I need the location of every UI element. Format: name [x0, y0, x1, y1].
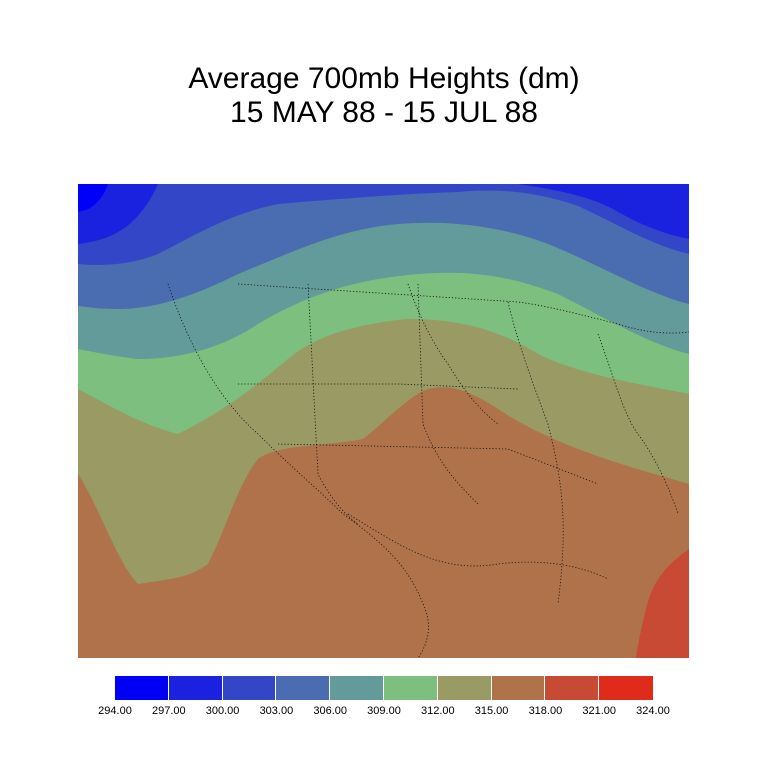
legend-swatch-6 [437, 676, 492, 700]
band-297-300 [518, 184, 689, 239]
legend-tick-9: 321.00 [582, 705, 617, 717]
legend-swatch-1 [168, 676, 223, 700]
legend-tick-7: 315.00 [474, 705, 509, 717]
map-date-range: 15 MAY 88 - 15 JUL 88 [230, 96, 538, 129]
legend-tick-0: 294.00 [98, 705, 132, 717]
map-title: Average 700mb Heights (dm) [188, 62, 580, 95]
legend-tick-2: 300.00 [205, 705, 240, 717]
map-outlines [167, 283, 689, 658]
band-300-303 [78, 184, 689, 265]
color-legend [115, 676, 653, 700]
legend-tick-6: 312.00 [420, 705, 455, 717]
legend-swatch-0 [115, 676, 169, 700]
legend-tick-1: 297.00 [151, 705, 186, 717]
band-318-321 [636, 549, 689, 658]
legend-swatch-2 [222, 676, 277, 700]
legend-tick-labels: 294.00 297.00 300.00 303.00 306.00 309.00 312.… [88, 705, 688, 719]
legend-swatch-3 [276, 676, 331, 700]
legend-swatch-5 [383, 676, 438, 700]
legend-swatch-7 [491, 676, 546, 700]
legend-tick-8: 318.00 [528, 705, 563, 717]
band-294-297 [78, 184, 108, 212]
contour-map [78, 184, 689, 658]
legend-swatch-4 [330, 676, 384, 700]
legend-tick-10: 324.00 [636, 705, 670, 717]
legend-tick-5: 309.00 [367, 705, 401, 717]
legend-swatch-9 [599, 676, 653, 700]
legend-tick-4: 306.00 [313, 705, 348, 717]
legend-swatch-8 [545, 676, 600, 700]
legend-tick-3: 303.00 [259, 705, 294, 717]
